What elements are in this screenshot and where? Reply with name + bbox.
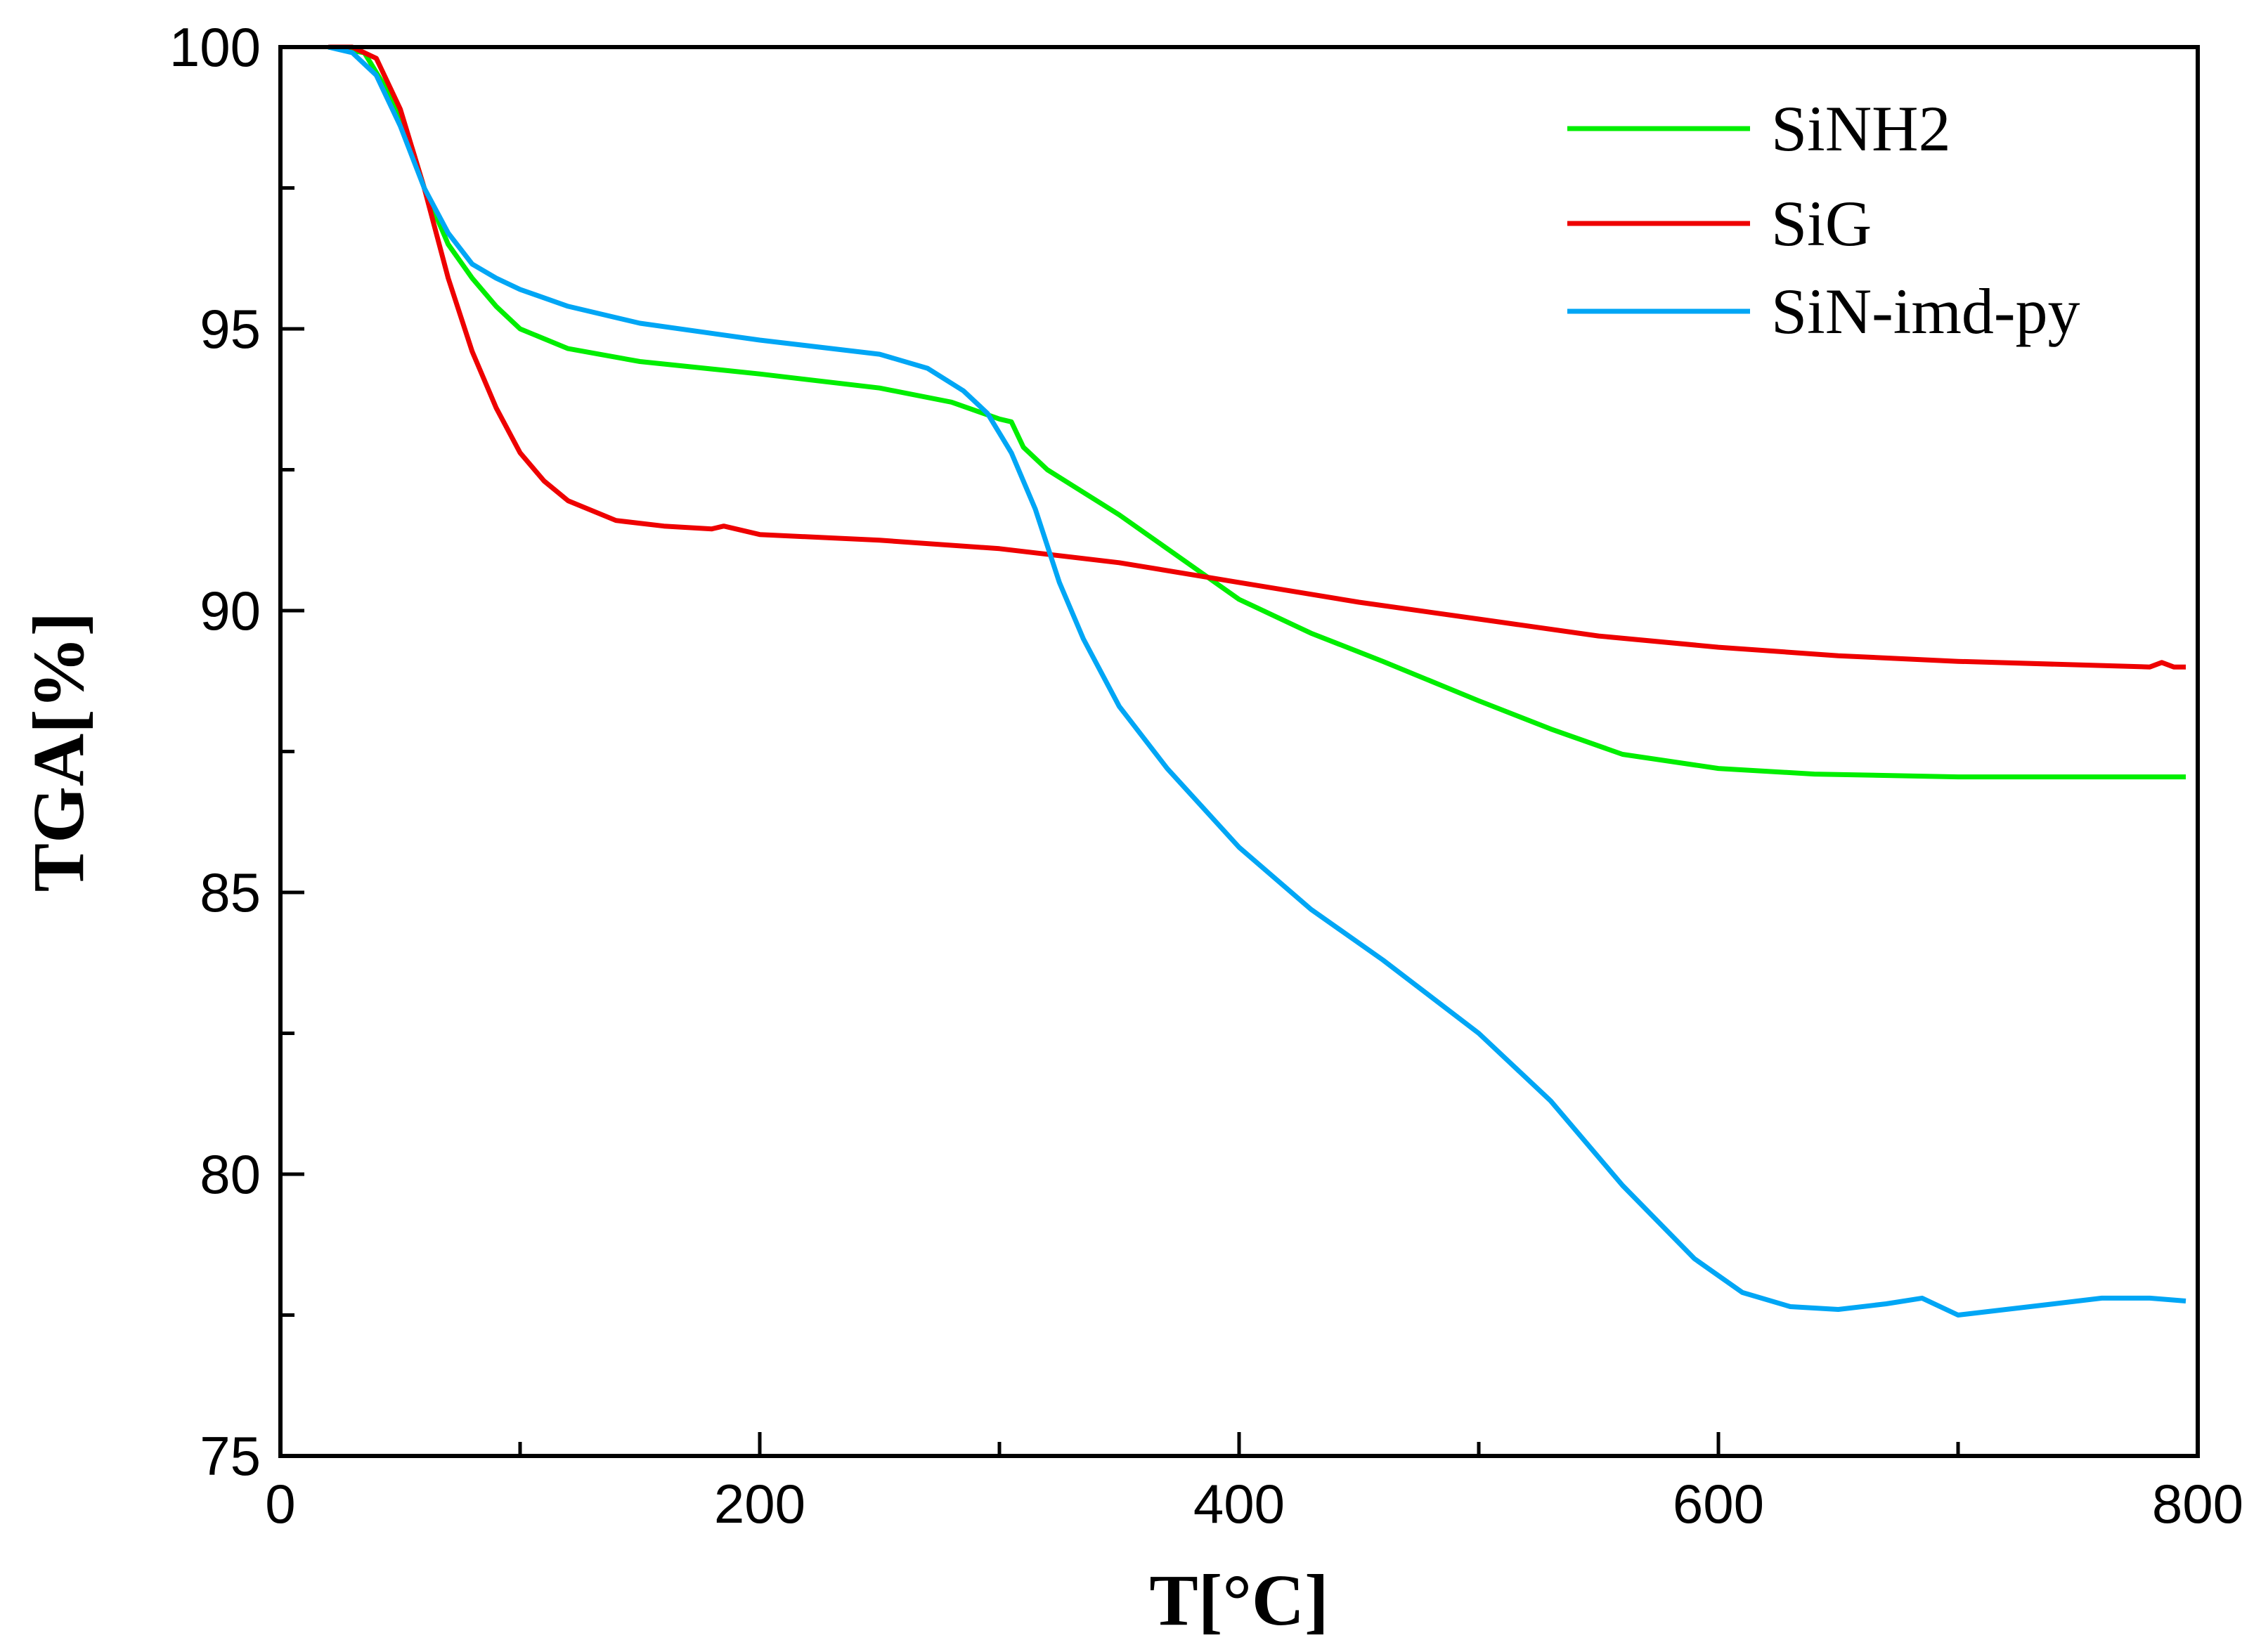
x-tick-label: 400 bbox=[1193, 1473, 1285, 1535]
x-tick-label: 200 bbox=[714, 1473, 805, 1535]
series-layer bbox=[328, 44, 2187, 1318]
legend-label-sin-imd-py: SiN-imd-py bbox=[1771, 275, 2080, 347]
plot-frame bbox=[278, 45, 2200, 1458]
series-line-sin-imd-py bbox=[328, 44, 2187, 1318]
y-tick-label: 85 bbox=[200, 861, 261, 923]
x-axis-title: T[°C] bbox=[1149, 1560, 1328, 1641]
y-tick-label: 75 bbox=[200, 1425, 261, 1487]
tick-layer: 0 200 400 600 800 75 80 85 90 95 100 bbox=[169, 16, 2243, 1535]
y-tick-label: 100 bbox=[169, 16, 261, 78]
series-line-sig bbox=[328, 44, 2186, 670]
x-tick-label: 800 bbox=[2152, 1473, 2243, 1535]
legend-label-sinh2: SiNH2 bbox=[1771, 93, 1951, 164]
y-tick-label: 80 bbox=[200, 1143, 261, 1205]
x-tick-label: 600 bbox=[1673, 1473, 1764, 1535]
legend-label-sig: SiG bbox=[1771, 188, 1872, 259]
legend: SiNH2 SiG SiN-imd-py bbox=[1567, 93, 2080, 347]
x-tick-label: 0 bbox=[265, 1473, 295, 1535]
y-axis-title: TGA[%] bbox=[18, 612, 99, 892]
series-line-sinh2 bbox=[328, 44, 2186, 780]
y-tick-label: 95 bbox=[200, 298, 261, 360]
y-tick-label: 90 bbox=[200, 580, 261, 642]
